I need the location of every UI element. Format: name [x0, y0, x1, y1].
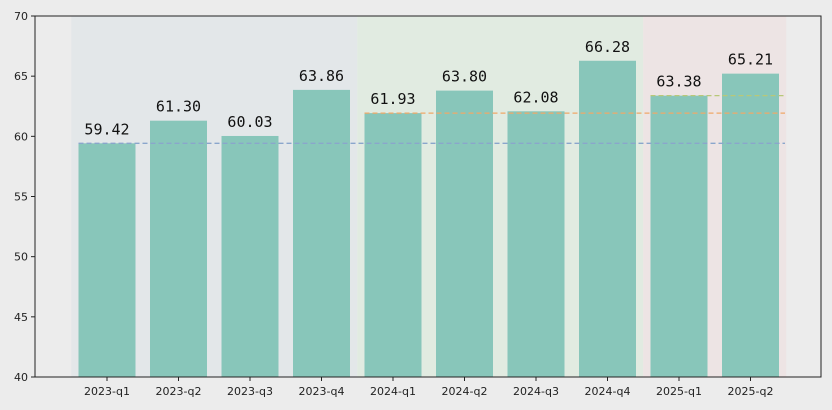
data-label-2024-q1: 61.93 [370, 90, 415, 108]
plot-frame [34, 15, 822, 378]
data-label-2023-q1: 59.42 [84, 120, 129, 138]
data-label-2025-q1: 63.38 [656, 73, 701, 91]
data-label-2024-q4: 66.28 [585, 38, 630, 56]
y-tick-label-60: 60 [14, 130, 28, 143]
reference-lines [78, 95, 785, 144]
x-tick-label-2025-q1: 2025-q1 [656, 385, 702, 398]
y-axis: 40 45 50 55 60 65 70 [14, 10, 35, 384]
bar-2024-q3 [507, 111, 565, 377]
bars [78, 60, 779, 378]
bar-2024-q4 [579, 60, 636, 377]
data-label-2025-q2: 65.21 [728, 51, 773, 69]
y-tick-label-70: 70 [14, 10, 28, 23]
bar-2023-q1 [78, 143, 136, 377]
data-label-2023-q4: 63.86 [299, 67, 344, 85]
y-tick-label-65: 65 [14, 70, 28, 83]
data-labels: 59.42 61.30 60.03 63.86 61.93 63.80 62.08 66.28… [84, 38, 773, 139]
bar-2023-q4 [293, 89, 350, 377]
x-tick-label-2025-q2: 2025-q2 [728, 385, 774, 398]
x-tick-label-2024-q1: 2024-q1 [370, 385, 416, 398]
x-axis: 2023-q1 2023-q2 2023-q3 2023-q4 2024-q1 2024-… [84, 377, 773, 398]
bar-2023-q2 [150, 120, 207, 377]
bar-2025-q1 [650, 95, 708, 377]
bar-2023-q3 [221, 135, 279, 377]
data-label-2023-q2: 61.30 [156, 98, 201, 116]
x-tick-label-2024-q2: 2024-q2 [442, 385, 488, 398]
bar-2024-q2 [436, 90, 493, 378]
y-tick-label-50: 50 [14, 251, 28, 264]
x-tick-label-2024-q4: 2024-q4 [585, 385, 631, 398]
x-tick-label-2023-q4: 2023-q4 [299, 385, 345, 398]
data-label-2024-q3: 62.08 [513, 88, 558, 106]
data-label-2024-q2: 63.80 [442, 68, 487, 86]
x-tick-label-2023-q2: 2023-q2 [156, 385, 202, 398]
bar-2024-q1 [364, 113, 422, 377]
x-tick-label-2023-q3: 2023-q3 [227, 385, 273, 398]
x-tick-label-2024-q3: 2024-q3 [513, 385, 559, 398]
x-tick-label-2023-q1: 2023-q1 [84, 385, 130, 398]
bar-2025-q2 [722, 73, 779, 378]
y-tick-label-40: 40 [14, 371, 28, 384]
y-tick-label-55: 55 [14, 191, 28, 204]
y-tick-label-45: 45 [14, 311, 28, 324]
data-label-2023-q3: 60.03 [227, 113, 272, 131]
